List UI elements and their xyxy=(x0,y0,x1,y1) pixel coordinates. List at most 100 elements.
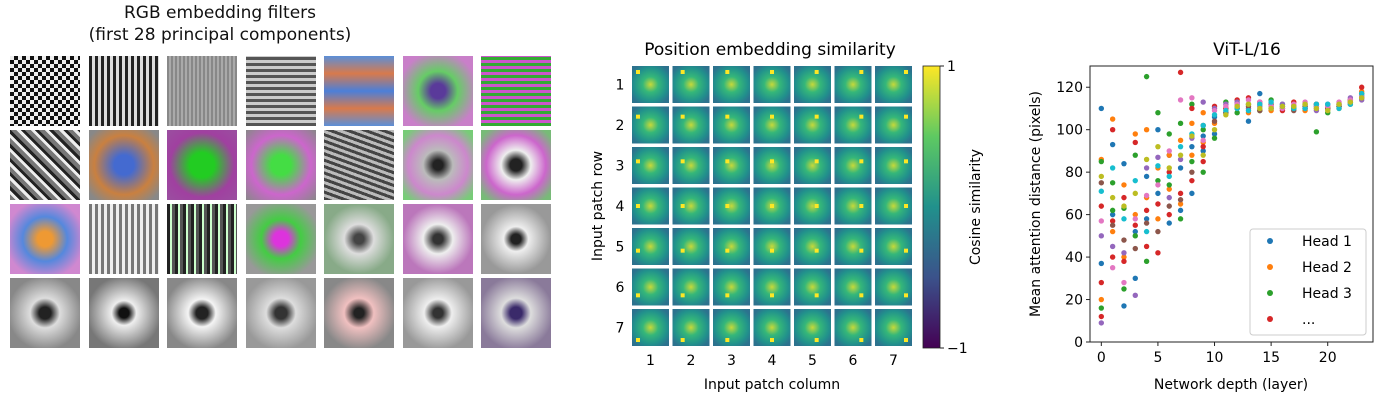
data-point xyxy=(1200,158,1206,165)
data-point xyxy=(1200,143,1206,150)
similarity-tile xyxy=(713,268,750,306)
rgb-filters-title-line1: RGB embedding filters xyxy=(124,3,316,23)
data-point xyxy=(1109,207,1116,214)
x-tick-label: 5 xyxy=(1153,350,1162,366)
filter-thumbnail xyxy=(88,130,159,200)
filter-thumbnail xyxy=(402,130,473,200)
similarity-peak xyxy=(680,338,685,342)
data-point xyxy=(1109,116,1116,122)
data-point xyxy=(1098,320,1105,326)
position-x-tick: 2 xyxy=(687,353,696,369)
data-point xyxy=(1098,105,1105,112)
data-point xyxy=(1121,160,1127,167)
similarity-peak xyxy=(814,248,819,253)
similarity-peak xyxy=(904,114,908,119)
position-embedding-panel: Position embedding similarity 1 2 3 4 5 6 7 1 2… xyxy=(590,40,984,393)
data-point xyxy=(1166,194,1172,201)
filter-thumbnail xyxy=(167,278,237,348)
position-y-tick-labels: 1 2 3 4 5 6 7 xyxy=(616,78,625,337)
data-point xyxy=(1177,197,1184,203)
data-point xyxy=(1098,296,1105,303)
data-point xyxy=(1347,99,1354,105)
data-point xyxy=(1143,192,1150,199)
position-y-axis-label: Input patch row xyxy=(590,151,606,261)
data-point xyxy=(1132,177,1138,184)
similarity-tile xyxy=(834,268,872,306)
filter-thumbnail xyxy=(324,204,394,274)
colorbar: 1 −1 Cosine similarity xyxy=(922,59,984,357)
data-point xyxy=(1098,279,1105,286)
filter-thumbnail xyxy=(245,130,316,200)
data-point xyxy=(1189,190,1195,197)
data-point xyxy=(1177,190,1184,197)
data-point xyxy=(1109,254,1116,260)
filter-thumbnail xyxy=(402,204,473,274)
y-tick-label: 80 xyxy=(1065,165,1083,181)
similarity-peak xyxy=(859,114,864,119)
similarity-peak xyxy=(859,293,864,298)
similarity-peak xyxy=(636,293,640,298)
data-point xyxy=(1189,101,1195,107)
data-point xyxy=(1109,165,1116,171)
chart-title: ViT-L/16 xyxy=(1213,40,1281,60)
data-point xyxy=(1211,135,1218,141)
data-point xyxy=(1155,201,1161,207)
data-point xyxy=(1177,120,1184,127)
data-point xyxy=(1189,105,1195,112)
similarity-peak xyxy=(770,248,774,253)
filter-thumbnail xyxy=(402,278,473,348)
filter-thumbnail xyxy=(10,204,80,274)
filter-thumbnail xyxy=(167,130,237,200)
legend-marker xyxy=(1267,316,1273,322)
similarity-tile xyxy=(794,66,831,103)
chart-legend: Head 1 Head 2 Head 3... xyxy=(1249,228,1367,336)
data-point xyxy=(1166,220,1172,226)
similarity-tile xyxy=(834,309,872,346)
data-point xyxy=(1132,152,1138,158)
legend-marker xyxy=(1267,290,1273,296)
data-point xyxy=(1098,173,1105,180)
data-point xyxy=(1098,188,1105,194)
data-point xyxy=(1155,177,1161,184)
data-point xyxy=(1121,203,1127,209)
colorbar-gradient xyxy=(922,65,941,349)
x-tick-label: 0 xyxy=(1097,350,1106,366)
similarity-tile xyxy=(713,228,750,265)
legend-label: ... xyxy=(1302,312,1315,328)
data-point xyxy=(1177,97,1184,103)
data-point xyxy=(1245,97,1252,103)
similarity-tile xyxy=(834,66,872,103)
y-tick-label: 100 xyxy=(1056,123,1083,139)
data-point xyxy=(1358,95,1365,101)
data-point xyxy=(1211,107,1218,114)
data-point xyxy=(1098,180,1105,186)
filter-thumbnail xyxy=(324,56,394,126)
similarity-tile xyxy=(672,147,710,184)
data-point xyxy=(1291,103,1297,110)
data-point xyxy=(1155,110,1161,116)
data-point xyxy=(1121,237,1127,243)
similarity-peak xyxy=(904,159,908,164)
data-point xyxy=(1336,105,1342,112)
data-point xyxy=(1121,258,1127,265)
similarity-tile xyxy=(753,147,791,184)
data-point xyxy=(1358,84,1365,90)
position-x-tick: 4 xyxy=(768,353,777,369)
data-point xyxy=(1166,169,1172,175)
data-point xyxy=(1166,152,1172,158)
data-point xyxy=(1313,101,1320,107)
data-point xyxy=(1155,190,1161,197)
y-tick-label: 40 xyxy=(1065,250,1083,266)
similarity-tile xyxy=(672,309,710,346)
data-point xyxy=(1098,203,1105,209)
similarity-tile xyxy=(794,187,831,225)
data-point xyxy=(1121,303,1127,309)
filter-thumbnail xyxy=(481,56,551,126)
colorbar-max-label: 1 xyxy=(947,59,956,75)
similarity-peak xyxy=(680,293,685,298)
rgb-filters-panel: RGB embedding filters (first 28 principa… xyxy=(0,0,551,401)
rgb-filters-title-line2: (first 28 principal components) xyxy=(88,25,352,45)
filter-thumbnail xyxy=(402,56,473,126)
data-point xyxy=(1132,139,1138,146)
similarity-tile xyxy=(875,147,912,184)
